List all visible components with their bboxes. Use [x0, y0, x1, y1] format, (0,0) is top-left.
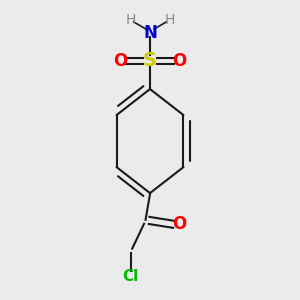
Text: O: O [172, 52, 187, 70]
Text: H: H [164, 13, 175, 27]
Text: O: O [113, 52, 127, 70]
Text: H: H [125, 13, 136, 27]
Text: Cl: Cl [123, 269, 139, 284]
Text: S: S [143, 51, 157, 70]
Text: O: O [172, 215, 187, 233]
Text: N: N [143, 24, 157, 42]
